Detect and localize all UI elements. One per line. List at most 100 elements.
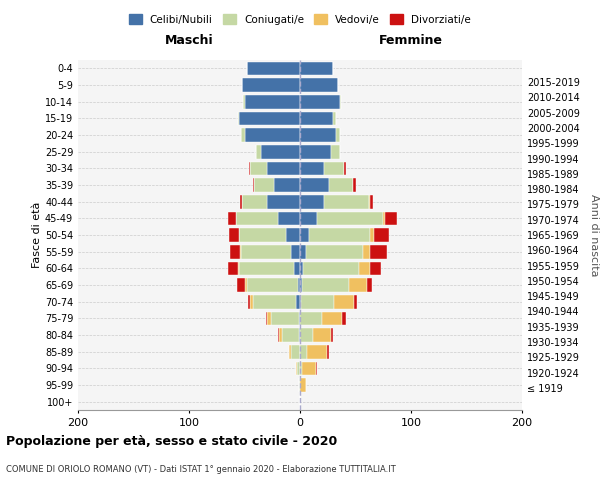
Bar xyxy=(300,195,325,208)
Bar xyxy=(325,162,344,175)
Text: Popolazione per età, sesso e stato civile - 2020: Popolazione per età, sesso e stato civil… xyxy=(6,435,337,448)
Bar xyxy=(325,195,369,208)
Y-axis label: Anni di nascita: Anni di nascita xyxy=(589,194,599,276)
Bar xyxy=(329,178,353,192)
Bar xyxy=(353,178,356,192)
Bar xyxy=(299,378,300,392)
Bar xyxy=(367,278,372,292)
Bar xyxy=(239,228,286,242)
Bar xyxy=(291,345,300,358)
Bar xyxy=(300,178,329,192)
Bar xyxy=(300,345,307,358)
Bar xyxy=(267,312,271,325)
Bar xyxy=(266,312,267,325)
Bar xyxy=(228,262,238,275)
Bar xyxy=(340,95,341,108)
Bar xyxy=(254,178,274,192)
Bar xyxy=(305,245,363,258)
Bar xyxy=(240,245,241,258)
Bar xyxy=(295,262,300,275)
Bar xyxy=(300,278,302,292)
Legend: Celibi/Nubili, Coniugati/e, Vedovi/e, Divorziati/e: Celibi/Nubili, Coniugati/e, Vedovi/e, Di… xyxy=(125,10,475,29)
Y-axis label: Fasce di età: Fasce di età xyxy=(32,202,42,268)
Bar xyxy=(300,112,334,125)
Bar xyxy=(300,328,313,342)
Bar xyxy=(250,295,253,308)
Bar xyxy=(241,245,291,258)
Bar xyxy=(267,195,300,208)
Bar xyxy=(300,228,309,242)
Bar xyxy=(316,362,317,375)
Bar xyxy=(335,128,340,142)
Bar xyxy=(300,95,340,108)
Bar xyxy=(370,262,381,275)
Bar xyxy=(383,212,385,225)
Bar xyxy=(300,262,304,275)
Bar xyxy=(238,112,239,125)
Bar xyxy=(363,245,370,258)
Bar xyxy=(302,362,316,375)
Bar xyxy=(244,95,245,108)
Bar xyxy=(278,212,300,225)
Bar xyxy=(322,312,342,325)
Bar xyxy=(359,262,370,275)
Bar xyxy=(289,345,291,358)
Bar xyxy=(240,195,242,208)
Bar xyxy=(253,178,254,192)
Bar xyxy=(355,295,356,308)
Bar xyxy=(248,295,250,308)
Bar xyxy=(250,162,267,175)
Bar xyxy=(300,128,335,142)
Bar xyxy=(256,145,261,158)
Bar xyxy=(300,312,322,325)
Bar xyxy=(291,245,300,258)
Bar xyxy=(241,128,245,142)
Bar xyxy=(300,145,331,158)
Bar xyxy=(249,162,250,175)
Bar xyxy=(313,328,331,342)
Bar xyxy=(300,295,301,308)
Bar xyxy=(326,345,329,358)
Bar xyxy=(344,162,346,175)
Bar xyxy=(247,278,298,292)
Bar xyxy=(296,295,300,308)
Bar xyxy=(247,62,300,75)
Bar xyxy=(385,212,397,225)
Bar xyxy=(242,78,300,92)
Bar xyxy=(304,262,359,275)
Bar xyxy=(370,245,386,258)
Bar xyxy=(239,112,300,125)
Bar xyxy=(236,212,278,225)
Bar xyxy=(300,78,338,92)
Bar xyxy=(299,328,300,342)
Bar xyxy=(300,212,317,225)
Bar xyxy=(229,228,239,242)
Bar xyxy=(274,178,300,192)
Bar xyxy=(238,262,239,275)
Bar xyxy=(369,195,370,208)
Bar xyxy=(301,295,334,308)
Bar xyxy=(267,162,300,175)
Bar xyxy=(300,362,302,375)
Bar xyxy=(230,245,240,258)
Text: Maschi: Maschi xyxy=(164,34,214,46)
Bar xyxy=(334,112,335,125)
Text: COMUNE DI ORIOLO ROMANO (VT) - Dati ISTAT 1° gennaio 2020 - Elaborazione TUTTITA: COMUNE DI ORIOLO ROMANO (VT) - Dati ISTA… xyxy=(6,465,396,474)
Bar xyxy=(282,328,299,342)
Bar xyxy=(237,278,245,292)
Text: Femmine: Femmine xyxy=(379,34,443,46)
Bar xyxy=(370,228,374,242)
Bar xyxy=(349,278,367,292)
Bar xyxy=(271,312,299,325)
Bar xyxy=(309,228,370,242)
Bar xyxy=(300,62,334,75)
Bar xyxy=(242,195,267,208)
Bar xyxy=(298,278,300,292)
Bar xyxy=(245,128,300,142)
Bar xyxy=(370,195,373,208)
Bar xyxy=(286,228,300,242)
Bar xyxy=(261,145,300,158)
Bar xyxy=(299,312,300,325)
Bar xyxy=(334,295,355,308)
Bar xyxy=(300,378,305,392)
